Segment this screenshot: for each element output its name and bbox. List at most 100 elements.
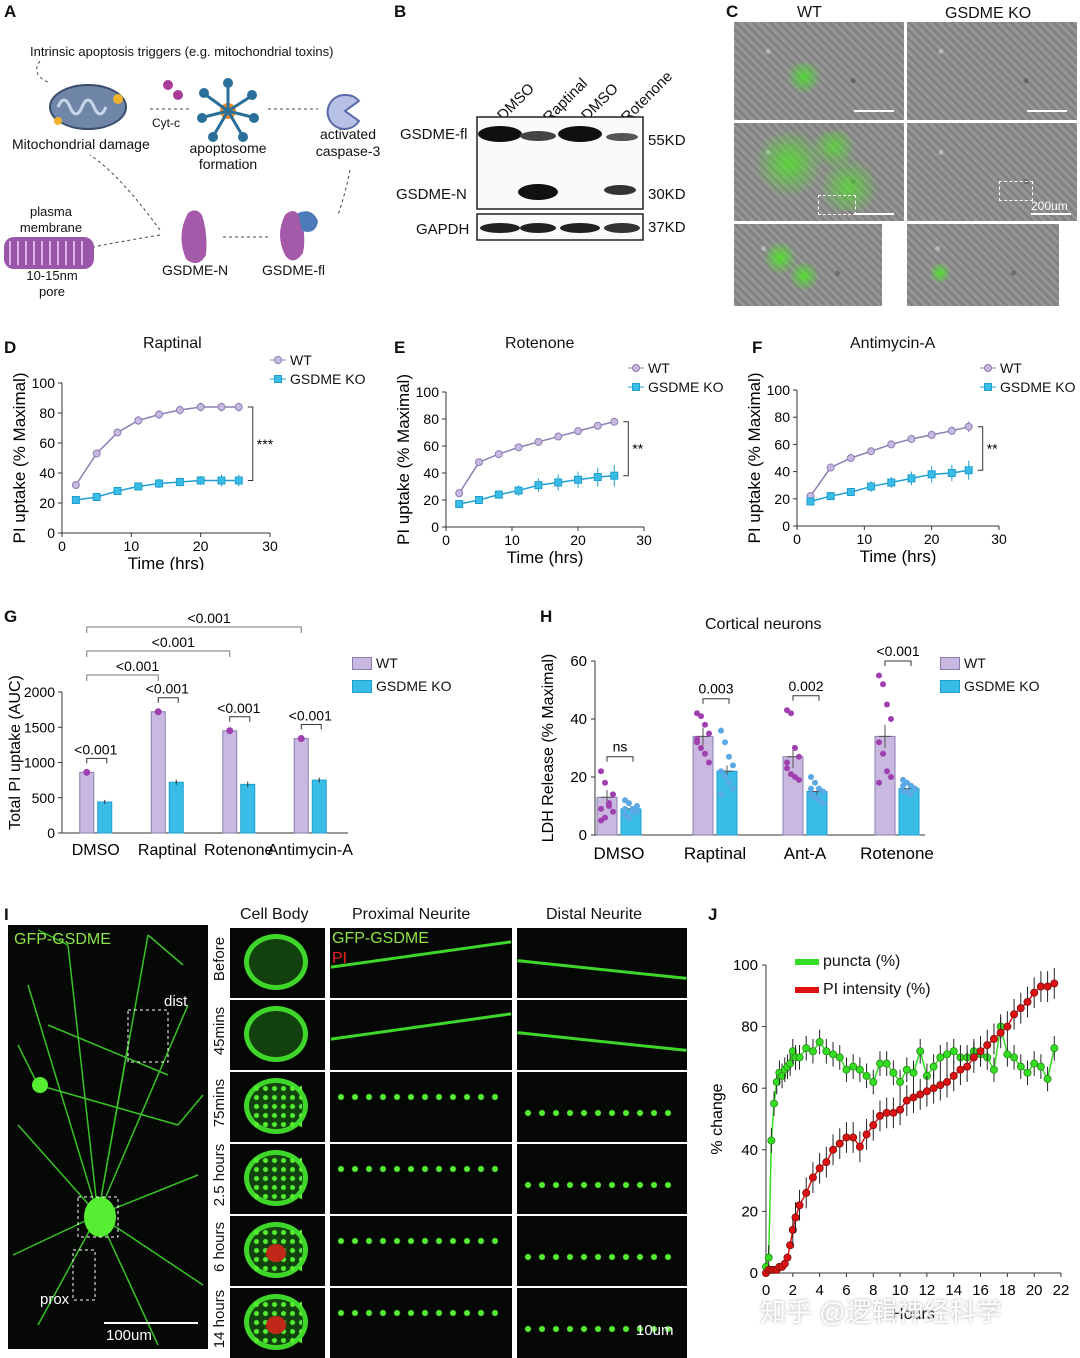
data-point [622, 805, 628, 812]
y-tick-label: 1500 [24, 719, 55, 735]
y-tick-label: 80 [774, 409, 790, 425]
blot-band [558, 126, 602, 142]
data-point [882, 1108, 891, 1117]
x-axis-label: Time (hrs) [128, 554, 205, 570]
timelapse-row-label: Before [211, 936, 228, 982]
y-tick-label: 80 [423, 411, 439, 427]
mito-damage-label: Mitochondrial damage [12, 136, 150, 152]
comparison-bracket [86, 674, 159, 681]
data-point [927, 470, 936, 479]
legend-item: PI intensity (%) [795, 981, 931, 999]
data-point [880, 681, 886, 688]
data-point [875, 1059, 884, 1068]
pair-bracket [300, 724, 322, 730]
data-point [882, 1059, 891, 1068]
caspase-icon [326, 93, 361, 130]
data-point [92, 493, 101, 501]
data-point [217, 476, 226, 485]
data-point [71, 496, 80, 504]
data-point [698, 713, 704, 720]
apoptosome-label: apoptosome formation [189, 140, 267, 172]
data-point [887, 478, 896, 487]
data-point [514, 443, 523, 452]
data-point [718, 727, 724, 734]
x-tick-label: 20 [193, 538, 209, 554]
x-tick-label: 20 [570, 532, 586, 548]
series-line [765, 1026, 1056, 1268]
data-point [593, 473, 602, 482]
data-point [196, 476, 205, 485]
data-point [842, 1133, 851, 1142]
column-header: Distal Neurite [546, 906, 643, 923]
data-point [929, 1084, 938, 1093]
data-point [826, 463, 835, 472]
y-tick-label: 40 [39, 465, 55, 481]
mitochondrion-icon [49, 84, 127, 130]
data-point [835, 1053, 844, 1062]
dist-label: dist [164, 993, 188, 1010]
pair-bracket [702, 698, 730, 704]
neuron-drawing [12, 929, 204, 1346]
data-point [947, 426, 956, 435]
timelapse-frame [330, 1000, 512, 1070]
pair-bracket [792, 695, 820, 701]
data-point [846, 488, 855, 496]
data-point [698, 745, 704, 751]
data-point [606, 803, 612, 809]
data-point [888, 774, 894, 780]
y-tick-label: 0 [47, 525, 55, 541]
timelapse-frame [517, 1072, 687, 1142]
data-point [812, 779, 818, 786]
y-tick-label: 20 [423, 492, 439, 508]
data-point [922, 1087, 931, 1096]
panel-label-e: E [394, 338, 406, 357]
x-tick-label: 12 [919, 1282, 936, 1299]
gsdme-n-label: GSDME-N [162, 262, 229, 278]
blot-size-label: 37KD [648, 219, 686, 236]
data-point [949, 1047, 958, 1056]
x-tick-label: 30 [636, 532, 652, 548]
data-point [888, 716, 894, 722]
data-point [534, 437, 543, 446]
data-point [598, 768, 604, 775]
data-point [175, 406, 184, 414]
data-point [808, 1047, 817, 1056]
data-point [880, 750, 886, 757]
x-axis-label: Hours [892, 1306, 935, 1323]
data-point [907, 434, 916, 443]
y-tick-label: 20 [39, 495, 55, 511]
data-point [969, 1053, 978, 1062]
column-header: Proximal Neurite [352, 906, 471, 923]
data-point [889, 1068, 898, 1077]
bar [97, 801, 113, 834]
timelapse-row-label: 45mins [211, 1006, 228, 1056]
x-tick-label: 30 [991, 531, 1007, 547]
blot-band [520, 223, 556, 233]
data-point [297, 735, 305, 743]
data-point [726, 779, 732, 786]
y-axis-label: PI uptake (% Maximal) [745, 373, 764, 544]
watermark: 知乎 @逻辑神经科学 [760, 1297, 1002, 1327]
x-tick-label: DMSO [594, 844, 645, 863]
micrograph-wt-2 [734, 123, 904, 221]
gsdme-fl-label: GSDME-fl [262, 262, 325, 278]
data-point [475, 496, 483, 504]
data-point [996, 1028, 1005, 1037]
data-point [602, 779, 608, 786]
data-point [154, 708, 162, 716]
timelapse-frame [230, 1072, 325, 1142]
timelapse-frame [230, 928, 325, 998]
data-point [907, 474, 916, 483]
x-tick-label: Ant-A [784, 844, 827, 863]
data-point [134, 482, 143, 491]
data-point [876, 672, 882, 679]
data-point [989, 1034, 998, 1043]
y-tick-label: 0 [47, 825, 55, 841]
trigger-text: Intrinsic apoptosis triggers (e.g. mitoc… [30, 44, 334, 59]
legend-item: WT [270, 352, 312, 368]
legend-item: WT [940, 655, 986, 671]
data-point [916, 1047, 925, 1056]
y-tick-label: 40 [570, 711, 587, 728]
legend-item: GSDME KO [352, 678, 451, 694]
y-tick-label: 60 [570, 653, 587, 670]
